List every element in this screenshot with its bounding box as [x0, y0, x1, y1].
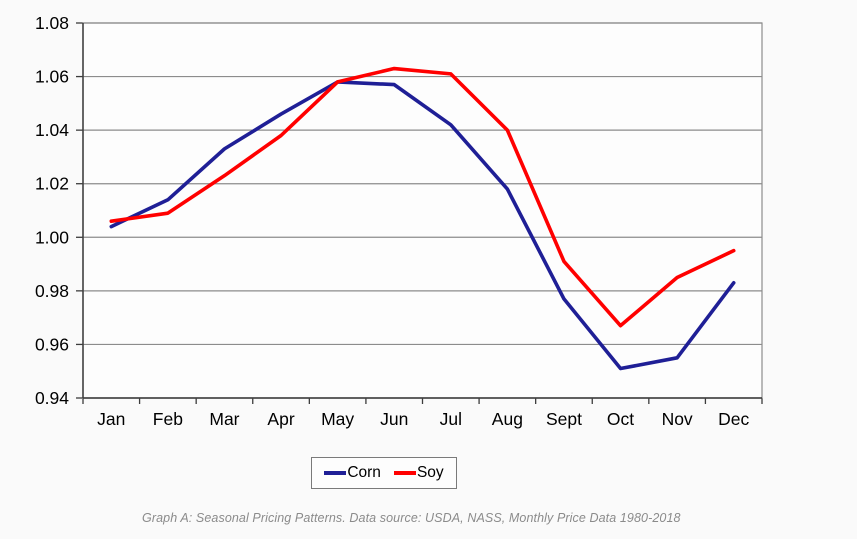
y-tick-label: 1.02: [35, 174, 69, 194]
y-tick-label: 0.94: [35, 388, 69, 408]
legend-line-swatch-corn: [324, 471, 347, 475]
corn-series-line: [109, 80, 736, 371]
x-tick-label: Oct: [607, 409, 634, 429]
y-tick-label: 1.06: [35, 67, 69, 87]
legend-item-soy: Soy: [393, 464, 444, 482]
x-tick-label: May: [321, 409, 354, 429]
x-tick-label: Feb: [153, 409, 183, 429]
x-tick-label: Jun: [380, 409, 408, 429]
legend-line-swatch-soy: [393, 471, 416, 475]
x-tick-label: Aug: [492, 409, 523, 429]
y-tick-label: 1.00: [35, 227, 69, 247]
y-tick-label: 1.08: [35, 13, 69, 33]
seasonal-price-chart-canvas: 1.08 1.06 1.04 1.02 1.00 0.98 0.96 0.94 Jan Feb Ma…: [35, 13, 763, 429]
legend-label-corn: Corn: [347, 464, 381, 482]
plot-area: [83, 23, 762, 398]
y-tick-label: 0.98: [35, 281, 69, 301]
y-tick-label: 0.96: [35, 334, 69, 354]
legend-item-corn: Corn: [324, 465, 381, 481]
x-tick-label: Apr: [267, 409, 294, 429]
chart-caption: Graph A: Seasonal Pricing Patterns. Data…: [142, 511, 681, 525]
soy-series-line: [109, 66, 736, 328]
x-tick-label: Jan: [97, 409, 125, 429]
x-tick-label: Sept: [546, 409, 582, 429]
x-tick-label: Mar: [209, 409, 239, 429]
x-tick-label: Nov: [662, 409, 693, 429]
x-tick-label: Jul: [440, 409, 462, 429]
y-tick-label: 1.04: [35, 120, 69, 140]
legend-label-soy: Soy: [416, 464, 444, 482]
chart-legend: Corn Soy: [311, 457, 457, 489]
x-tick-label: Dec: [718, 409, 749, 429]
